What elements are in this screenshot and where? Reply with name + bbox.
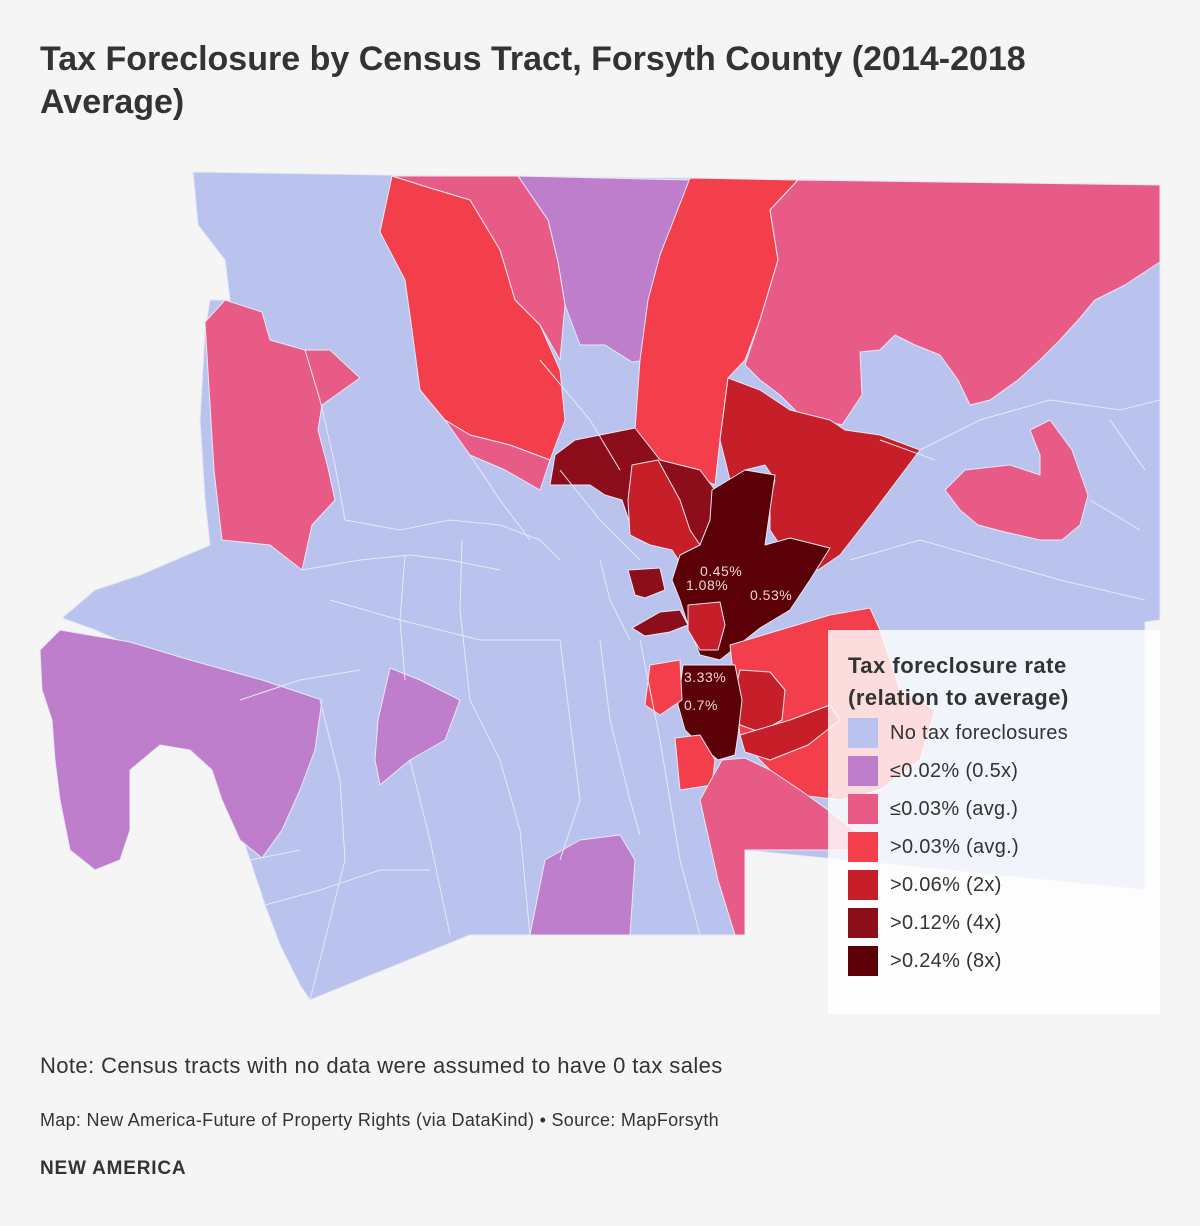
- county-map: 0.45%1.08% 0.53% 3.33% 0.7%: [39, 171, 1161, 1001]
- map-rate-label: 0.53%: [750, 587, 792, 603]
- map-tract-region: [444, 419, 551, 491]
- map-note: Note: Census tracts with no data were as…: [40, 1053, 723, 1078]
- map-rate-label: 0.45%: [700, 563, 742, 579]
- map-tract-region: [644, 659, 683, 716]
- legend-item-label: >0.12% (4x): [890, 911, 1002, 934]
- map-rate-label: 1.08%: [686, 577, 728, 593]
- map-credit: Map: New America-Future of Property Righ…: [40, 1110, 719, 1130]
- map-tract-region: [744, 179, 1161, 426]
- legend-swatch: [848, 832, 878, 862]
- legend-title: Tax foreclosure rate (relation to averag…: [848, 650, 1160, 714]
- brand-logo-text: NEW AMERICA: [40, 1158, 187, 1179]
- legend-swatch: [848, 718, 878, 748]
- legend-swatch: [848, 794, 878, 824]
- map-tract-region: [627, 567, 666, 599]
- legend: Tax foreclosure rate (relation to averag…: [828, 630, 1160, 1014]
- map-tract-region: [944, 419, 1089, 541]
- map-tract-region: [739, 704, 841, 761]
- legend-item-label: No tax foreclosures: [890, 721, 1068, 744]
- page-title: Tax Foreclosure by Census Tract, Forsyth…: [40, 40, 1026, 121]
- map-rate-label: 3.33%: [684, 669, 726, 685]
- legend-title-line-1: Tax foreclosure rate: [848, 653, 1067, 678]
- legend-swatch: [848, 756, 878, 786]
- map-rate-label: 0.7%: [684, 697, 718, 713]
- legend-item-label: >0.06% (2x): [890, 873, 1002, 896]
- legend-item-label: >0.24% (8x): [890, 949, 1002, 972]
- legend-swatch: [848, 946, 878, 976]
- legend-item: >0.06% (2x): [848, 866, 1160, 904]
- map-tract-region: [699, 757, 881, 936]
- legend-item: ≤0.03% (avg.): [848, 790, 1160, 828]
- legend-swatch: [848, 870, 878, 900]
- map-tract-region: [687, 601, 726, 651]
- map-tract-region: [39, 629, 323, 871]
- tract-boundaries: [239, 349, 1161, 1001]
- legend-item: ≤0.02% (0.5x): [848, 752, 1160, 790]
- legend-items: No tax foreclosures ≤0.02% (0.5x) ≤0.03% (…: [848, 714, 1160, 980]
- legend-item: >0.03% (avg.): [848, 828, 1160, 866]
- legend-item: No tax foreclosures: [848, 714, 1160, 752]
- legend-swatch: [848, 908, 878, 938]
- legend-item-label: ≤0.03% (avg.): [890, 797, 1019, 820]
- legend-title-line-2: (relation to average): [848, 685, 1069, 710]
- legend-item-label: >0.03% (avg.): [890, 835, 1019, 858]
- legend-item: >0.24% (8x): [848, 942, 1160, 980]
- legend-item: >0.12% (4x): [848, 904, 1160, 942]
- legend-item-label: ≤0.02% (0.5x): [890, 759, 1019, 782]
- map-tract-region: [674, 734, 716, 791]
- map-tract-region: [204, 299, 361, 571]
